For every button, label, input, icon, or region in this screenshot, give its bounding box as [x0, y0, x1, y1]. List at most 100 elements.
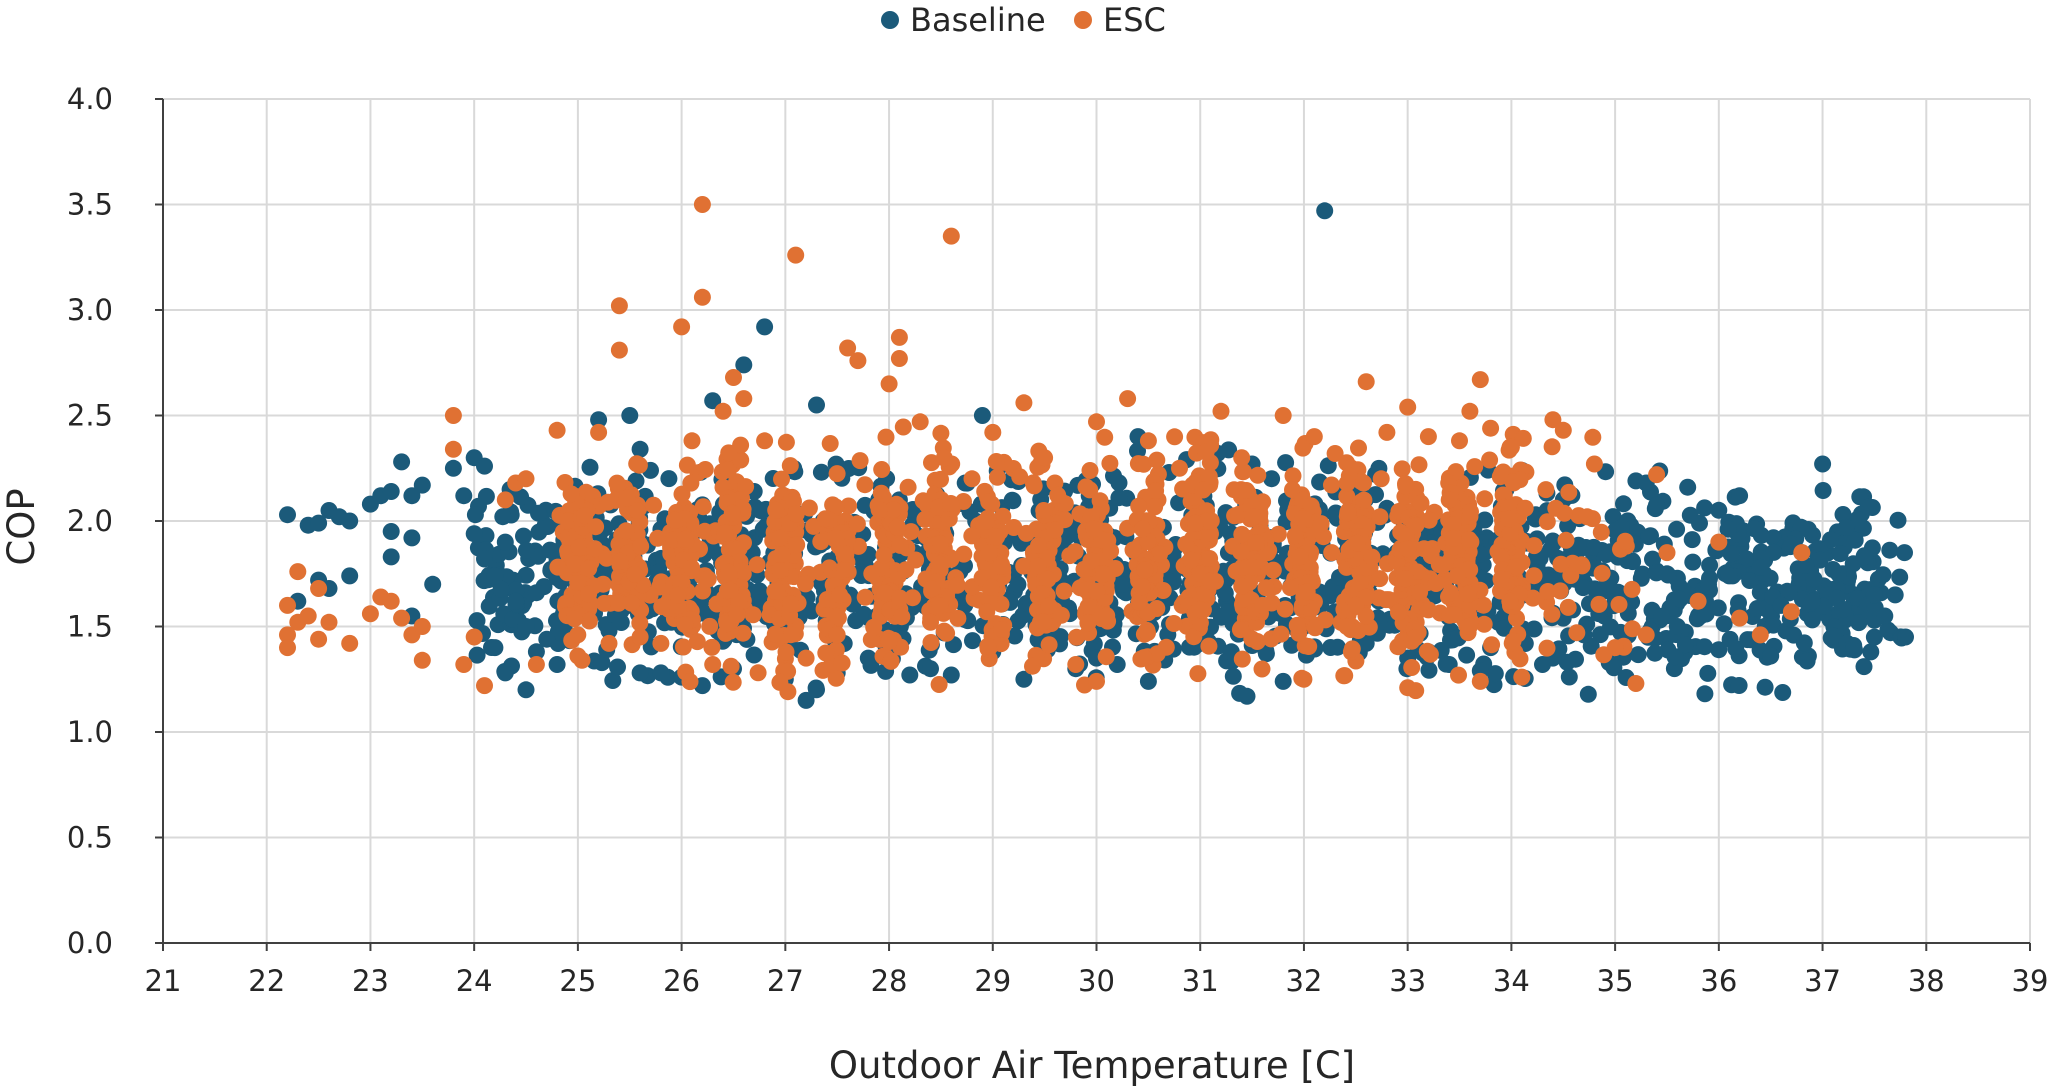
- esc-point: [1338, 618, 1356, 636]
- baseline-point: [1881, 541, 1899, 559]
- baseline-point: [1855, 658, 1873, 676]
- baseline-point: [1774, 684, 1792, 701]
- esc-point: [1276, 600, 1294, 618]
- esc-point: [749, 664, 767, 682]
- esc-point: [1029, 557, 1047, 575]
- baseline-point: [1795, 634, 1813, 652]
- baseline-point: [1544, 532, 1562, 550]
- esc-point: [413, 651, 431, 669]
- baseline-point: [1647, 496, 1665, 514]
- esc-point: [683, 559, 701, 577]
- esc-point: [1133, 578, 1151, 596]
- esc-point: [693, 288, 711, 306]
- baseline-point: [1129, 442, 1146, 460]
- baseline-point: [1741, 572, 1759, 589]
- esc-point: [1291, 548, 1309, 566]
- baseline-point: [548, 656, 566, 673]
- baseline-point: [382, 523, 400, 540]
- esc-point: [681, 673, 699, 691]
- esc-point: [1338, 474, 1356, 492]
- baseline-point: [1274, 672, 1292, 690]
- esc-point: [1011, 468, 1029, 486]
- esc-point: [877, 428, 895, 446]
- esc-point: [781, 457, 799, 475]
- esc-point: [611, 552, 629, 570]
- esc-point: [1380, 591, 1398, 609]
- baseline-point: [455, 487, 473, 505]
- esc-point: [1623, 620, 1641, 638]
- esc-point: [923, 580, 941, 598]
- esc-point: [590, 423, 608, 441]
- esc-point: [645, 496, 663, 514]
- esc-point: [856, 588, 874, 606]
- baseline-point: [1277, 454, 1295, 472]
- baseline-point: [621, 407, 639, 424]
- esc-point: [1393, 460, 1411, 478]
- esc-point: [788, 536, 806, 554]
- esc-point: [1201, 550, 1219, 567]
- esc-point: [837, 545, 855, 563]
- esc-point: [797, 649, 815, 667]
- baseline-point: [539, 518, 557, 535]
- esc-point: [1077, 478, 1095, 496]
- baseline-point: [1700, 575, 1717, 593]
- baseline-point: [859, 649, 877, 667]
- esc-point: [1475, 596, 1492, 614]
- esc-point: [1139, 624, 1156, 642]
- esc-point: [931, 597, 949, 615]
- baseline-point: [1476, 511, 1494, 529]
- esc-point: [1315, 528, 1332, 546]
- esc-point: [1284, 467, 1302, 485]
- esc-point: [949, 609, 967, 627]
- baseline-point: [1780, 584, 1798, 602]
- baseline-point: [1015, 670, 1033, 688]
- esc-point: [719, 461, 737, 479]
- esc-point: [1348, 534, 1366, 552]
- esc-point: [955, 545, 973, 563]
- esc-point: [827, 529, 845, 547]
- esc-point: [393, 609, 411, 627]
- esc-point: [1234, 463, 1252, 481]
- y-tick-label: 2.0: [67, 504, 113, 538]
- esc-point: [992, 558, 1010, 575]
- x-tick-label: 28: [871, 964, 908, 998]
- esc-point: [1584, 428, 1602, 446]
- x-tick-label: 29: [974, 964, 1011, 998]
- esc-point: [1537, 481, 1555, 499]
- esc-point: [1269, 525, 1287, 543]
- esc-point: [1030, 537, 1047, 554]
- x-tick-label: 24: [456, 964, 493, 998]
- esc-point: [782, 626, 800, 644]
- esc-point: [1165, 615, 1183, 632]
- baseline-point: [517, 618, 535, 635]
- esc-point: [279, 596, 296, 614]
- baseline-point: [1762, 647, 1780, 665]
- esc-point: [827, 669, 845, 687]
- esc-point: [1284, 481, 1301, 499]
- baseline-point: [1219, 603, 1237, 621]
- esc-point: [894, 418, 912, 436]
- esc-point: [1046, 521, 1064, 539]
- esc-point: [1538, 513, 1556, 531]
- esc-point: [836, 561, 854, 578]
- baseline-point: [1646, 644, 1664, 662]
- esc-point: [1445, 606, 1463, 624]
- esc-point: [771, 673, 789, 691]
- esc-point: [773, 545, 791, 563]
- esc-point: [984, 423, 1002, 441]
- x-tick-label: 25: [559, 964, 596, 998]
- esc-point: [1403, 659, 1421, 676]
- esc-point: [880, 633, 898, 651]
- esc-point: [777, 433, 795, 451]
- esc-point: [748, 556, 766, 574]
- esc-point: [595, 594, 613, 612]
- data-points: [279, 196, 1914, 709]
- esc-point: [796, 575, 814, 593]
- baseline-point: [1216, 584, 1234, 602]
- esc-point: [982, 578, 1000, 596]
- baseline-point: [341, 512, 359, 530]
- esc-point: [1492, 548, 1510, 566]
- esc-point: [1088, 672, 1105, 690]
- esc-point: [688, 633, 706, 651]
- esc-point: [884, 501, 902, 519]
